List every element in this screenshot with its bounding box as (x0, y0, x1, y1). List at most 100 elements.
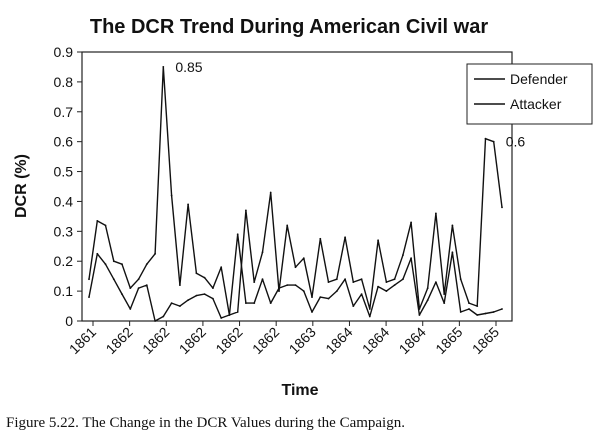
data-point-attacker (162, 315, 165, 318)
data-point-attacker (335, 290, 338, 292)
chart-title: The DCR Trend During American Civil war (90, 16, 488, 38)
data-point-defender (96, 220, 99, 222)
x-axis: 1861 1862 1862 1862 1862 1862 1863 1864 1864 1864… (66, 321, 502, 357)
data-point-attacker (170, 302, 173, 304)
data-point-attacker (418, 314, 421, 316)
x-tick-label: 1864 (322, 324, 355, 357)
data-point-attacker (195, 294, 198, 297)
data-point-attacker (459, 311, 462, 313)
data-point-defender (484, 137, 487, 140)
data-point-attacker (203, 293, 206, 295)
data-point-attacker (278, 287, 280, 289)
y-tick-label: 0.4 (54, 193, 74, 209)
data-point-defender (443, 293, 446, 295)
data-point-attacker (228, 314, 231, 316)
data-point-defender (451, 224, 454, 227)
data-point-defender (245, 209, 247, 212)
y-tick-label: 0.7 (54, 104, 74, 120)
data-point-defender (137, 278, 140, 281)
data-point-defender (220, 266, 223, 269)
data-point-defender (360, 278, 363, 281)
data-point-attacker (319, 296, 322, 298)
x-axis-label: Time (281, 382, 318, 399)
data-point-defender (377, 239, 379, 242)
data-point-defender (311, 296, 313, 298)
y-tick-label: 0.1 (54, 283, 74, 299)
x-tick-label: 1865 (432, 324, 465, 357)
data-point-defender (327, 281, 330, 283)
x-tick-label: 1865 (469, 324, 502, 357)
x-tick-label: 1864 (396, 324, 429, 357)
x-tick-label: 1863 (286, 324, 319, 357)
data-point-defender (426, 287, 429, 289)
data-point-defender (278, 290, 280, 292)
legend: Defender Attacker (466, 63, 593, 125)
y-tick-label: 0.2 (54, 253, 74, 269)
data-point-attacker (410, 257, 412, 260)
data-point-attacker (435, 281, 437, 283)
x-tick-label: 1862 (249, 324, 282, 357)
data-point-attacker (294, 284, 297, 286)
data-point-attacker (484, 312, 487, 315)
data-point-attacker (311, 311, 313, 313)
data-point-attacker (492, 311, 495, 313)
data-point-attacker (468, 308, 470, 310)
data-point-defender (302, 257, 305, 260)
data-point-attacker (212, 297, 214, 300)
y-tick-label: 0 (65, 313, 73, 329)
data-point-attacker (104, 263, 107, 266)
data-point-defender (121, 263, 123, 266)
data-point-attacker (501, 308, 503, 310)
data-point-attacker (443, 302, 446, 304)
data-point-defender (368, 308, 371, 310)
data-point-attacker (352, 305, 355, 307)
series-lines (88, 66, 503, 322)
data-point-attacker (245, 302, 247, 304)
data-point-defender (195, 272, 198, 275)
data-point-defender (236, 311, 239, 313)
y-tick-label: 0.6 (54, 134, 74, 150)
legend-box (466, 63, 593, 125)
data-point-defender (88, 278, 90, 281)
data-point-defender (104, 224, 107, 227)
data-point-attacker (385, 290, 388, 292)
legend-label-attacker: Attacker (510, 96, 562, 112)
data-point-attacker (145, 284, 148, 286)
data-point-defender (294, 266, 297, 269)
data-point-defender (203, 276, 206, 279)
data-point-defender (468, 302, 470, 304)
data-point-attacker (426, 299, 429, 301)
data-point-attacker (220, 317, 223, 319)
data-point-attacker (121, 293, 123, 295)
data-point-defender (492, 140, 495, 143)
data-point-defender (459, 278, 462, 281)
data-point-defender (179, 284, 181, 286)
data-point-attacker (137, 287, 140, 289)
data-point-defender (402, 254, 404, 257)
data-point-attacker (393, 284, 396, 286)
y-tick-label: 0.9 (54, 44, 74, 60)
data-point-attacker (368, 315, 371, 318)
data-point-defender (344, 236, 346, 239)
figure-caption: Figure 5.22. The Change in the DCR Value… (6, 415, 405, 431)
data-point-defender (145, 263, 148, 266)
y-tick-label: 0.5 (54, 164, 74, 180)
data-point-defender (501, 206, 503, 209)
data-point-attacker (476, 314, 479, 316)
annotation-label: 0.6 (506, 134, 526, 150)
data-point-defender (352, 281, 355, 283)
data-point-attacker (112, 278, 115, 281)
data-point-defender (269, 191, 272, 194)
data-point-attacker (187, 299, 190, 301)
data-point-defender (261, 251, 264, 254)
data-point-defender (335, 278, 338, 281)
x-tick-label: 1862 (212, 324, 245, 357)
data-point-attacker (286, 284, 289, 286)
x-tick-label: 1862 (139, 324, 172, 357)
data-point-attacker (451, 251, 454, 254)
x-tick-label: 1862 (176, 324, 209, 357)
plot-frame (81, 51, 513, 322)
data-point-defender (435, 212, 437, 215)
data-point-attacker (129, 308, 132, 310)
data-point-attacker (377, 285, 379, 288)
